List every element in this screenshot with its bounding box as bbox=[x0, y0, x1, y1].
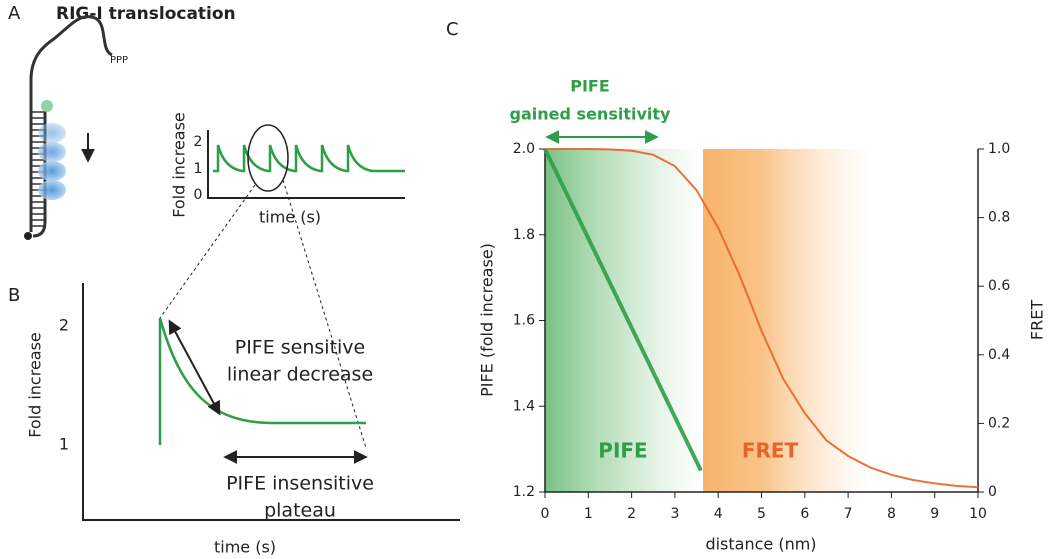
y-tick-label: 2 bbox=[194, 134, 203, 150]
y-tick-label: 1 bbox=[194, 161, 203, 177]
x-axis-label: time (s) bbox=[214, 538, 276, 557]
y2-tick-label: 1.0 bbox=[988, 141, 1010, 157]
annotation: plateau bbox=[264, 500, 336, 522]
x-axis-label: time (s) bbox=[259, 208, 321, 227]
x-tick-label: 5 bbox=[757, 506, 766, 522]
signal-trace bbox=[213, 144, 405, 173]
helicase bbox=[38, 123, 66, 143]
y-tick-label: 1 bbox=[59, 435, 69, 454]
fret-region bbox=[703, 149, 870, 492]
x-tick-label: 8 bbox=[887, 506, 896, 522]
panel-title: RIG-I translocation bbox=[56, 4, 236, 24]
y-tick-label: 1.8 bbox=[513, 227, 535, 243]
y2-axis-label: FRET bbox=[1028, 300, 1047, 340]
annotation: PIFE insensitive bbox=[226, 473, 374, 495]
y2-tick-label: 0.2 bbox=[988, 415, 1010, 431]
panel-b: B 2 1 Fold increase time (s) PIFE sensit… bbox=[8, 283, 460, 557]
y-tick-label: 2 bbox=[59, 316, 69, 335]
x-tick-label: 10 bbox=[969, 506, 987, 522]
y-tick-label: 2.0 bbox=[513, 141, 535, 157]
helicase bbox=[38, 180, 66, 200]
y2-tick-label: 0 bbox=[988, 484, 997, 500]
zoom-circle bbox=[247, 124, 289, 192]
helicase bbox=[38, 161, 66, 181]
y-tick-label: 1.6 bbox=[513, 313, 535, 329]
annotation: PIFE sensitive bbox=[235, 337, 366, 359]
rna-label: PPP bbox=[110, 55, 128, 66]
annotation: PIFE bbox=[570, 77, 610, 96]
x-tick-label: 4 bbox=[714, 506, 723, 522]
series-line bbox=[545, 148, 979, 489]
x-tick-label: 7 bbox=[844, 506, 853, 522]
y-tick-label: 1.4 bbox=[513, 398, 535, 414]
panel-c: C PIFE gained sensitivity PIFE FRET dist… bbox=[446, 19, 1047, 554]
x-axis-label: distance (nm) bbox=[705, 535, 816, 554]
annotation: gained sensitivity bbox=[510, 105, 671, 124]
rna-end bbox=[24, 232, 32, 240]
y2-tick-label: 0.4 bbox=[988, 347, 1010, 363]
y-tick-label: 1.2 bbox=[513, 484, 535, 500]
x-tick-label: 6 bbox=[800, 506, 809, 522]
x-tick-label: 1 bbox=[584, 506, 593, 522]
x-tick-label: 9 bbox=[930, 506, 939, 522]
series-line bbox=[543, 148, 703, 472]
y-axis-label: PIFE (fold increase) bbox=[478, 243, 497, 397]
x-tick-label: 0 bbox=[541, 506, 550, 522]
annotation: linear decrease bbox=[227, 364, 373, 386]
x-tick-label: 3 bbox=[670, 506, 679, 522]
x-tick-label: 2 bbox=[627, 506, 636, 522]
annotation-arrow bbox=[168, 319, 221, 416]
panel-label: B bbox=[8, 285, 20, 306]
series-label: FRET bbox=[742, 439, 799, 463]
panel-label: C bbox=[446, 19, 459, 40]
rna-strand bbox=[32, 110, 47, 238]
dye bbox=[41, 100, 53, 112]
y-axis-label: Fold increase bbox=[26, 332, 45, 438]
helicase bbox=[38, 142, 66, 162]
zoom-line bbox=[282, 179, 367, 449]
rna-strand bbox=[29, 15, 113, 232]
axis bbox=[207, 130, 405, 199]
y-axis-label: Fold increase bbox=[170, 112, 189, 218]
panel-a: A RIG-I translocation PPP 2 1 0 Fold inc… bbox=[8, 3, 405, 449]
panel-label: A bbox=[8, 3, 21, 24]
y2-tick-label: 0.8 bbox=[988, 210, 1010, 226]
axis bbox=[82, 283, 460, 521]
series-label: PIFE bbox=[598, 439, 647, 463]
y-tick-label: 0 bbox=[194, 187, 203, 203]
y2-tick-label: 0.6 bbox=[988, 278, 1010, 294]
